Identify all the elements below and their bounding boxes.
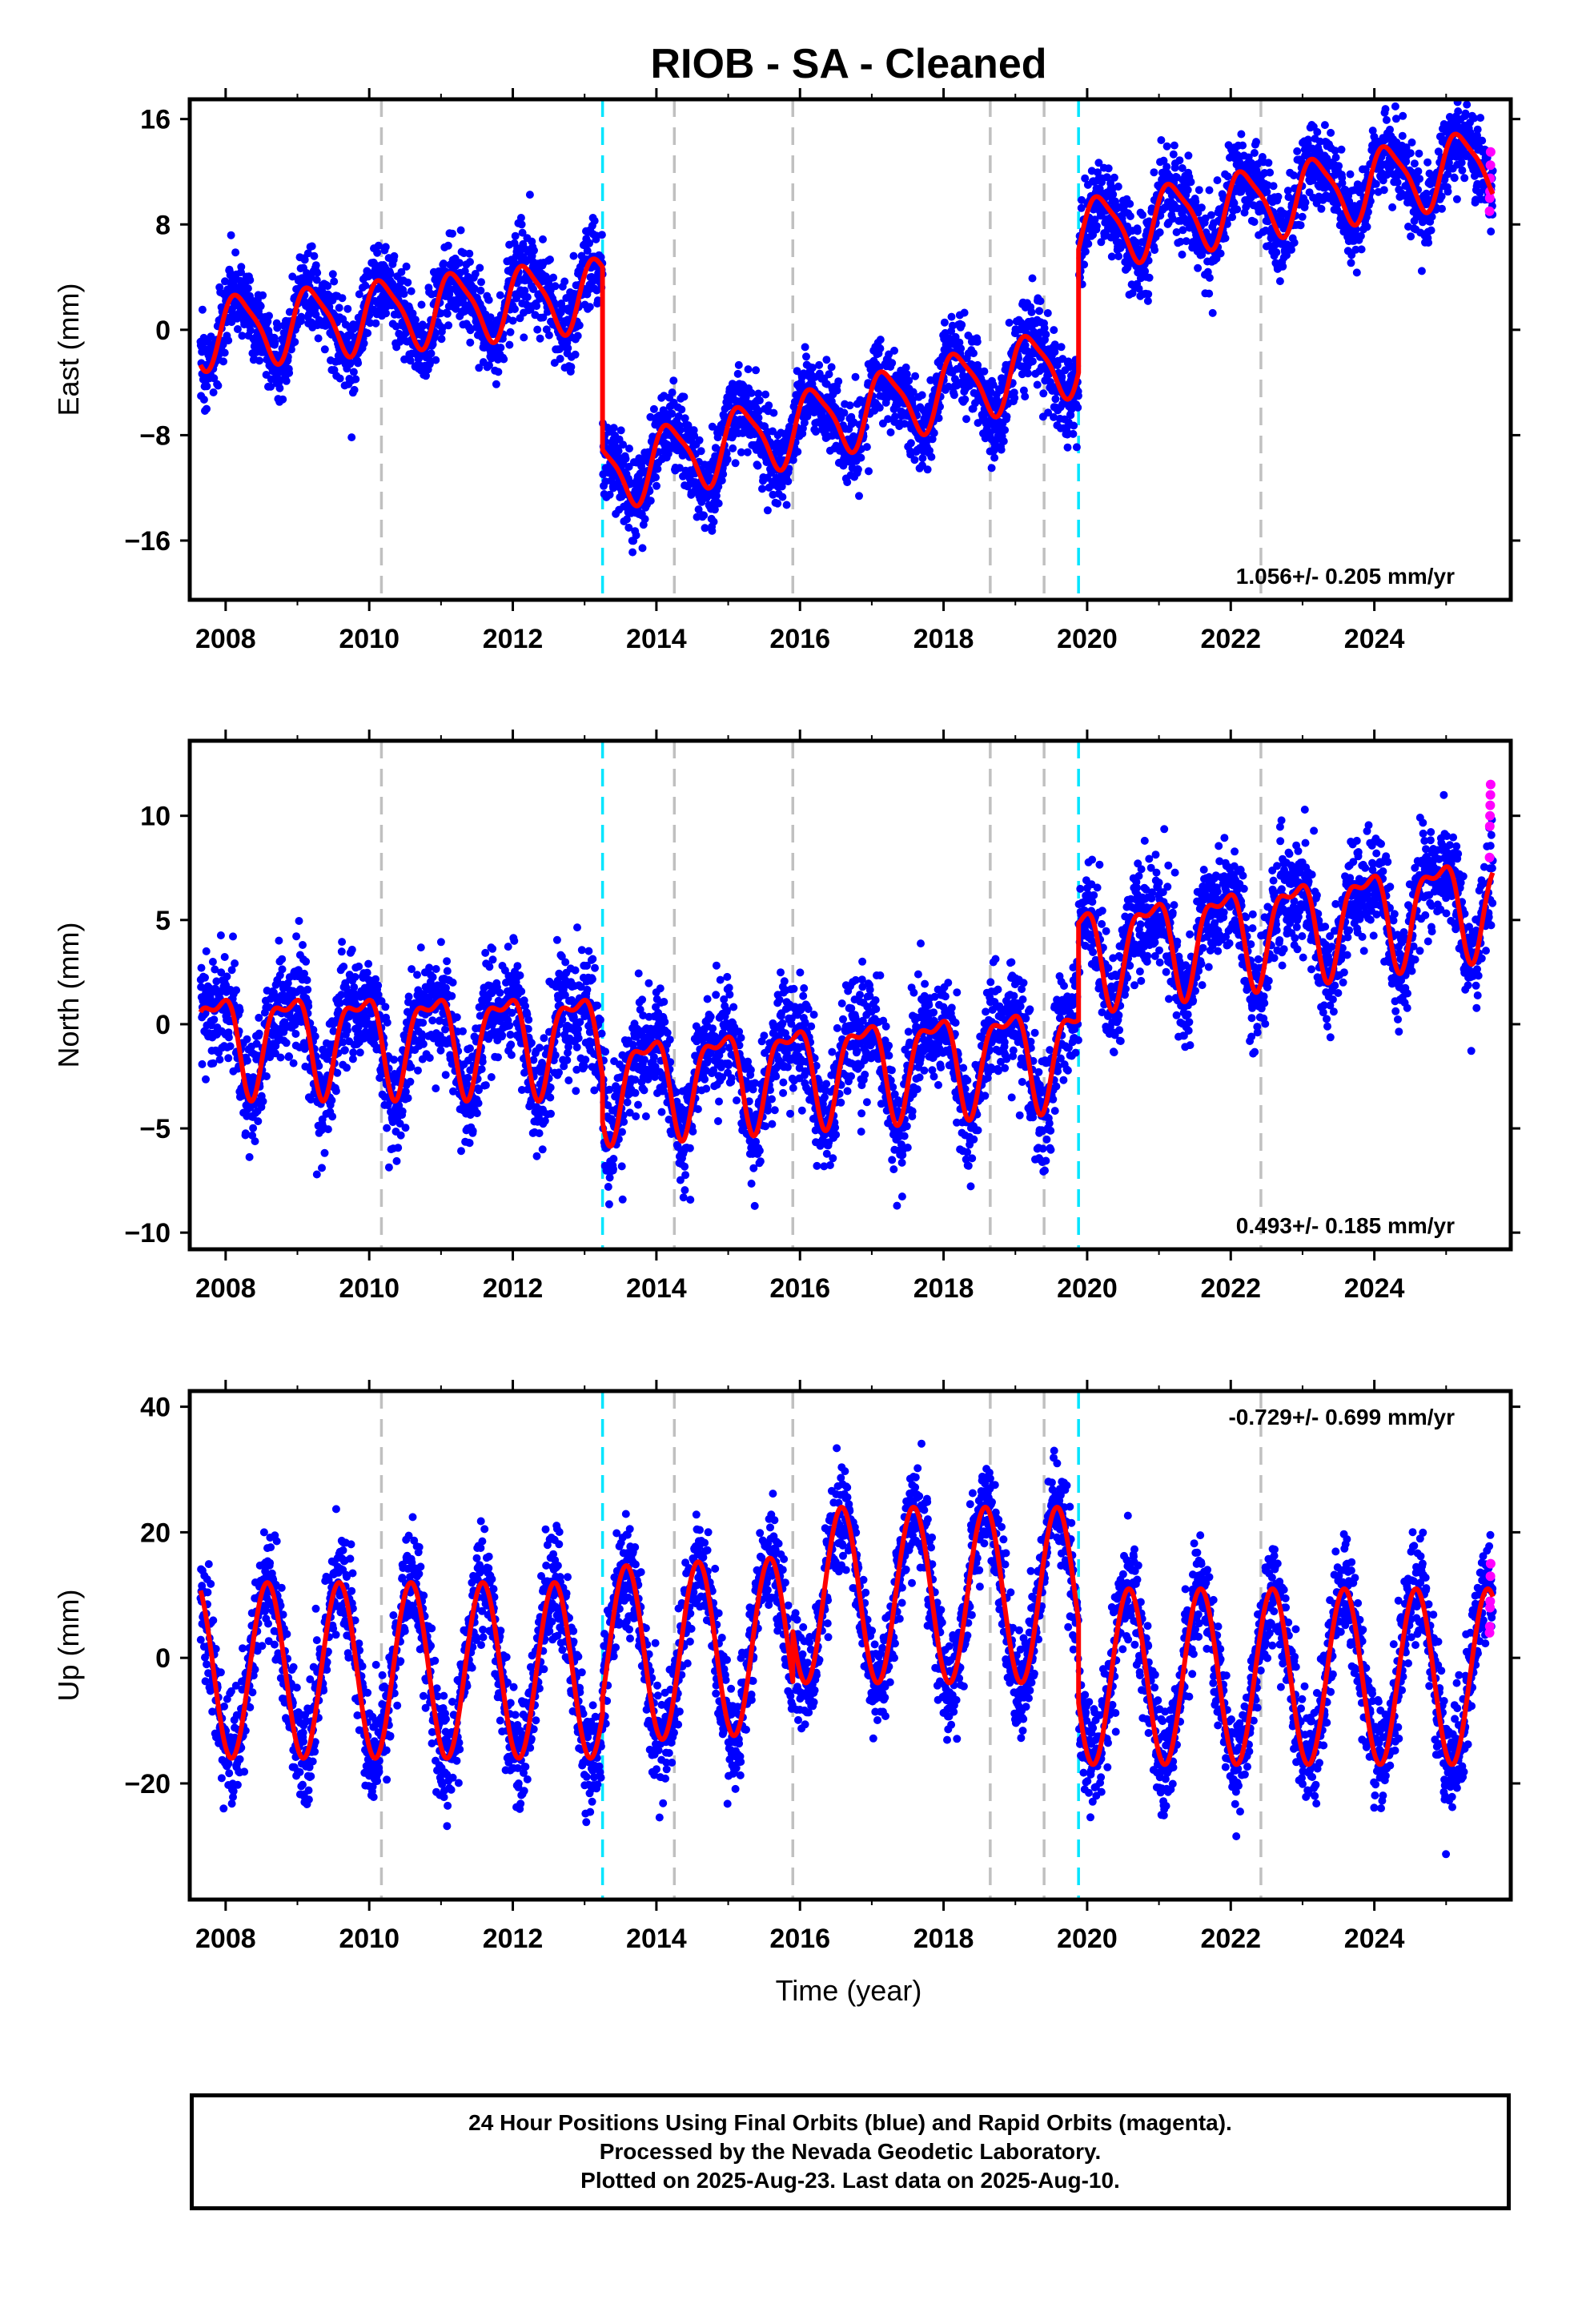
north-x-tick-label: 2020 xyxy=(1057,1273,1118,1304)
up-x-tick-label: 2008 xyxy=(195,1924,256,1954)
north-y-tick-label: −5 xyxy=(139,1114,171,1144)
east-final-orbit-points xyxy=(196,99,1497,557)
north-rapid-orbit-point xyxy=(1485,779,1496,790)
up-y-tick-label: 0 xyxy=(155,1643,171,1674)
north-model-line xyxy=(198,864,1496,1149)
east-rapid-orbit-point xyxy=(1485,147,1496,157)
up-rapid-orbit-point xyxy=(1484,1627,1495,1638)
north-rapid-orbit-point xyxy=(1484,821,1495,831)
north-y-tick-label: −10 xyxy=(124,1218,171,1248)
footer-line-2: Processed by the Nevada Geodetic Laborat… xyxy=(599,2139,1102,2164)
north-rapid-orbit-point xyxy=(1485,790,1496,800)
up-x-tick-label: 2010 xyxy=(339,1924,400,1954)
x-axis-label: Time (year) xyxy=(776,1974,922,2007)
east-x-tick-label: 2010 xyxy=(339,624,400,654)
figure-title: RIOB - SA - Cleaned xyxy=(650,41,1046,87)
up-x-tick-label: 2022 xyxy=(1200,1924,1261,1954)
east-panel: 16 8 0 −8 −16 2008 2010 2012 2014 2016 2018 2020 202… xyxy=(52,88,1520,654)
north-rapid-orbit-point xyxy=(1484,852,1495,862)
up-y-tick-label: 20 xyxy=(140,1518,171,1548)
east-x-tick-label: 2018 xyxy=(913,624,974,654)
up-x-tick-label: 2012 xyxy=(483,1924,544,1954)
east-x-tick-label: 2008 xyxy=(195,624,256,654)
east-rapid-orbit-point xyxy=(1484,206,1495,216)
east-rate-label: 1.056+/- 0.205 mm/yr xyxy=(1236,564,1455,589)
east-rapid-orbit-point xyxy=(1485,160,1496,171)
north-y-tick-label: 10 xyxy=(140,802,171,832)
east-y-tick-label: 16 xyxy=(140,105,171,135)
up-y-tick-label: 40 xyxy=(140,1393,171,1423)
east-y-tick-label: −8 xyxy=(139,420,171,451)
north-y-axis-label: North (mm) xyxy=(52,923,85,1068)
footer-caption-box: 24 Hour Positions Using Final Orbits (bl… xyxy=(190,2093,1511,2210)
north-y-tick-label: 0 xyxy=(155,1010,171,1040)
up-y-axis-label: Up (mm) xyxy=(52,1590,85,1702)
north-x-tick-label: 2022 xyxy=(1200,1273,1261,1304)
east-y-axis-label: East (mm) xyxy=(52,283,85,416)
north-rapid-orbit-point xyxy=(1485,800,1496,810)
north-plot-frame xyxy=(187,738,1513,1252)
north-plot-area: 10 5 0 −5 −10 2008 2010 2012 2014 2016 2018 2020 202… xyxy=(124,730,1520,1304)
up-rapid-orbit-point xyxy=(1485,1571,1496,1582)
east-rapid-orbit-point xyxy=(1484,193,1495,203)
east-y-tick-label: 0 xyxy=(155,316,171,346)
north-panel: 10 5 0 −5 −10 2008 2010 2012 2014 2016 2018 2020 202… xyxy=(52,730,1520,1304)
east-x-tick-label: 2022 xyxy=(1200,624,1261,654)
north-x-tick-label: 2008 xyxy=(195,1273,256,1304)
up-plot-frame xyxy=(187,1389,1513,1902)
east-plot-area: 16 8 0 −8 −16 2008 2010 2012 2014 2016 2018 2020 202… xyxy=(124,88,1520,654)
up-y-tick-label: −20 xyxy=(124,1769,171,1799)
up-rapid-orbit-point xyxy=(1485,1558,1496,1569)
up-x-tick-label: 2018 xyxy=(913,1924,974,1954)
east-data-layer xyxy=(196,99,1497,600)
up-x-tick-label: 2020 xyxy=(1057,1924,1118,1954)
north-x-tick-label: 2024 xyxy=(1344,1273,1405,1304)
north-rapid-orbit-point xyxy=(1485,810,1496,821)
east-x-tick-label: 2020 xyxy=(1057,624,1118,654)
up-panel: 40 20 0 −20 2008 2010 2012 2014 2016 2018 2020 2022… xyxy=(52,1380,1520,1954)
up-x-tick-label: 2014 xyxy=(626,1924,687,1954)
north-data-layer xyxy=(196,741,1497,1249)
up-rate-label: -0.729+/- 0.699 mm/yr xyxy=(1228,1405,1455,1429)
up-rapid-orbit-point xyxy=(1485,1602,1496,1613)
north-x-tick-label: 2014 xyxy=(626,1273,687,1304)
north-x-tick-label: 2016 xyxy=(769,1273,830,1304)
east-y-tick-label: 8 xyxy=(155,210,171,240)
north-x-tick-label: 2012 xyxy=(483,1273,544,1304)
east-y-tick-label: −16 xyxy=(124,526,171,557)
up-model-line xyxy=(198,1505,1496,1767)
north-x-tick-label: 2018 xyxy=(913,1273,974,1304)
up-x-tick-label: 2024 xyxy=(1344,1924,1405,1954)
up-data-layer xyxy=(196,1391,1497,1900)
north-rate-label: 0.493+/- 0.185 mm/yr xyxy=(1236,1213,1455,1238)
north-y-tick-label: 5 xyxy=(155,906,171,936)
east-x-tick-label: 2014 xyxy=(626,624,687,654)
east-x-tick-label: 2024 xyxy=(1344,624,1405,654)
east-plot-frame xyxy=(187,97,1513,602)
east-x-tick-label: 2012 xyxy=(483,624,544,654)
north-x-tick-label: 2010 xyxy=(339,1273,400,1304)
up-plot-area: 40 20 0 −20 2008 2010 2012 2014 2016 2018 2020 2022… xyxy=(124,1380,1520,1954)
east-x-tick-label: 2016 xyxy=(769,624,830,654)
up-final-orbit-points xyxy=(196,1439,1497,1859)
footer-line-3: Plotted on 2025-Aug-23. Last data on 202… xyxy=(580,2168,1120,2193)
up-x-tick-label: 2016 xyxy=(769,1924,830,1954)
north-final-orbit-points xyxy=(196,790,1497,1210)
footer-line-1: 24 Hour Positions Using Final Orbits (bl… xyxy=(468,2110,1232,2135)
east-model-line xyxy=(198,131,1496,509)
